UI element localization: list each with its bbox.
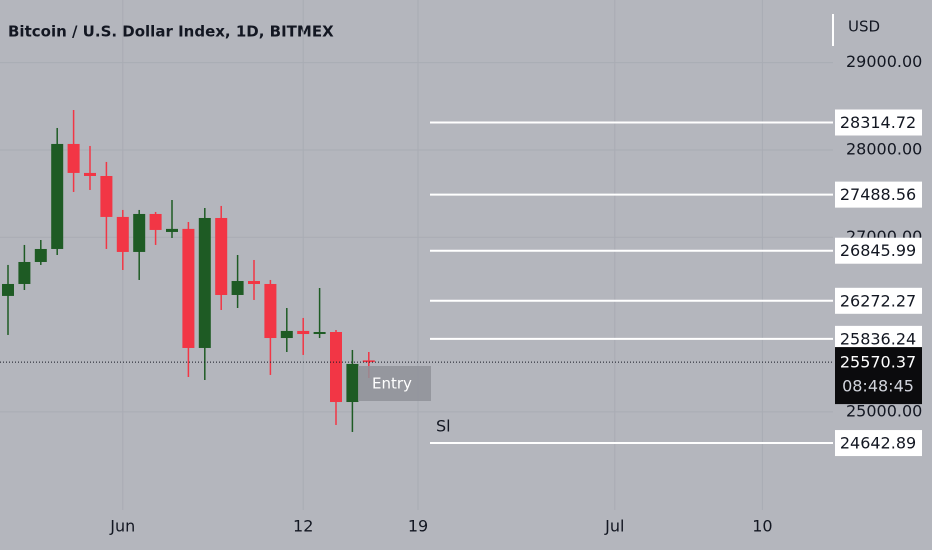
last-price-label: 25570.37	[840, 353, 916, 372]
x-tick-label: 12	[293, 517, 313, 536]
level-label: 26272.27	[840, 291, 916, 310]
level-label-box	[835, 109, 922, 136]
candle-body	[198, 217, 211, 348]
x-tick-label: 10	[752, 517, 772, 536]
chart-title: Bitcoin / U.S. Dollar Index, 1D, BITMEX	[8, 23, 334, 41]
candle-body	[34, 248, 47, 262]
level-label: 28314.72	[840, 113, 916, 132]
level-label-box	[835, 181, 922, 208]
candle-body	[280, 330, 293, 339]
candle-body	[215, 217, 228, 295]
y-tick-label: 28000.00	[846, 139, 922, 158]
candle-body	[248, 281, 260, 284]
entry-box	[358, 366, 431, 401]
candle-body	[166, 228, 178, 232]
candle-body	[346, 363, 359, 403]
candle-body	[313, 331, 326, 335]
level-label: 26845.99	[840, 241, 916, 260]
x-tick-label: Jun	[109, 517, 135, 536]
candle-body	[362, 360, 375, 363]
candle-body	[2, 283, 14, 296]
level-label-box	[835, 237, 922, 264]
y-tick-label: 29000.00	[846, 52, 922, 71]
candle-body	[133, 213, 146, 252]
candle-body	[264, 283, 277, 339]
x-tick-label: 19	[408, 517, 428, 536]
candle-body	[100, 175, 113, 217]
level-label: 27488.56	[840, 185, 916, 204]
level-label: 25836.24	[840, 329, 916, 348]
candle-body	[18, 261, 31, 284]
candle-body	[84, 172, 96, 176]
currency-label: USD	[848, 18, 880, 36]
candle-body	[67, 143, 80, 173]
entry-label: Entry	[372, 375, 412, 393]
level-label: 24642.89	[840, 434, 916, 453]
x-tick-label: Jul	[604, 517, 624, 536]
level-label-box	[835, 287, 922, 314]
candle-body	[297, 330, 310, 335]
last-price-box	[835, 347, 922, 405]
y-tick-label: 25000.00	[846, 401, 922, 420]
sl-label: Sl	[436, 417, 451, 436]
candle-body	[182, 228, 195, 348]
countdown-label: 08:48:45	[842, 377, 914, 396]
candle-body	[231, 281, 244, 295]
candle-body	[51, 143, 64, 249]
candle-body	[330, 331, 342, 403]
candle-body	[116, 216, 129, 252]
level-label-box	[835, 430, 922, 457]
candle-body	[149, 213, 162, 230]
